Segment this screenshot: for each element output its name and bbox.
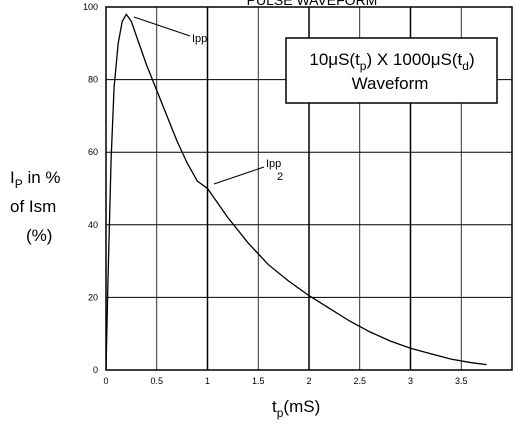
y-axis-title-line3: (%) bbox=[26, 226, 52, 245]
x-tick-label: 0 bbox=[103, 376, 108, 386]
y-tick-label: 60 bbox=[88, 147, 98, 157]
y-tick-label: 40 bbox=[88, 220, 98, 230]
half-leader-line bbox=[213, 166, 265, 185]
half-annotation-top: Ipp bbox=[266, 158, 281, 170]
x-axis-title: tp(mS) bbox=[272, 397, 320, 420]
x-tick-label: 2.5 bbox=[353, 376, 366, 386]
x-tick-label: 1 bbox=[205, 376, 210, 386]
x-tick-labels: 0 0.5 1 1.5 2 2.5 3 3.5 bbox=[103, 376, 467, 386]
x-tick-label: 2 bbox=[306, 376, 311, 386]
half-annotation-bottom: 2 bbox=[277, 171, 283, 183]
x-tick-label: 1.5 bbox=[252, 376, 265, 386]
series-line bbox=[105, 13, 487, 371]
x-tick-label: 0.5 bbox=[150, 376, 163, 386]
chart-title: PULSE WAVEFORM bbox=[247, 0, 378, 8]
y-tick-label: 80 bbox=[88, 75, 98, 85]
waveform-label-line1: 10μS(tp) X 1000μS(td) bbox=[309, 50, 474, 73]
y-axis-title-line2: of Ism bbox=[10, 197, 56, 216]
waveform-label-box: 10μS(tp) X 1000μS(td) Waveform bbox=[285, 37, 498, 104]
peak-leader-line bbox=[133, 16, 191, 37]
peak-annotation: Ipp bbox=[192, 33, 207, 45]
y-tick-labels: 0 20 40 60 80 100 bbox=[83, 2, 98, 375]
y-tick-label: 100 bbox=[83, 2, 98, 12]
waveform-label-line2: Waveform bbox=[352, 74, 429, 93]
y-tick-label: 20 bbox=[88, 292, 98, 302]
y-tick-label: 0 bbox=[93, 365, 98, 375]
x-tick-label: 3.5 bbox=[455, 376, 468, 386]
y-axis-title-line1: IP in % bbox=[10, 168, 61, 191]
x-tick-label: 3 bbox=[408, 376, 413, 386]
